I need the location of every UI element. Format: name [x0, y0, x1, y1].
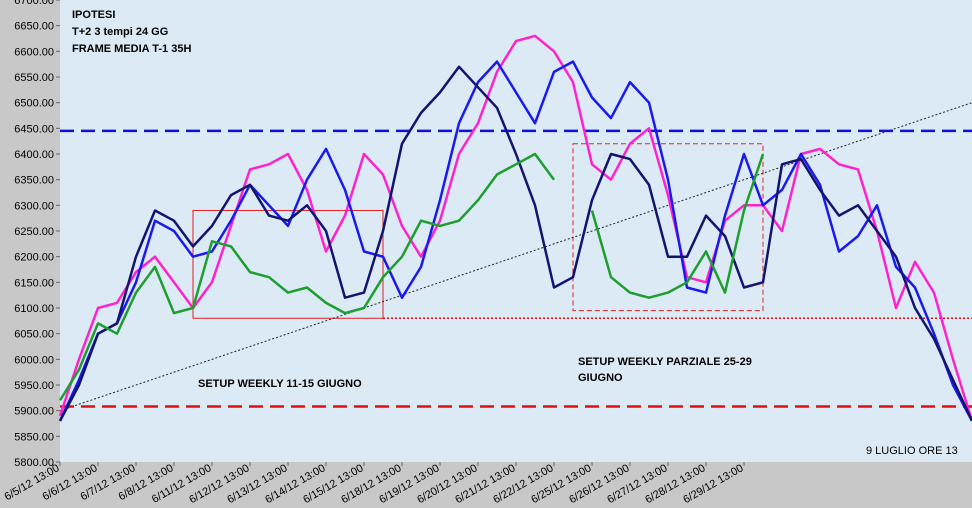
y-tick-label: 6650.00 — [14, 21, 54, 33]
annotation: IPOTESI — [72, 9, 115, 21]
y-tick-label: 5850.00 — [14, 431, 54, 443]
y-tick-label: 6450.00 — [14, 123, 54, 135]
y-tick-label: 6300.00 — [14, 200, 54, 212]
y-tick-label: 6200.00 — [14, 252, 54, 264]
annotation: T+2 3 tempi 24 GG — [72, 26, 168, 38]
y-tick-label: 6350.00 — [14, 175, 54, 187]
trend-line — [59, 102, 972, 412]
y-tick-label: 6050.00 — [14, 329, 54, 341]
series-line — [58, 60, 972, 422]
annotation: SETUP WEEKLY PARZIALE 25-29 — [578, 356, 752, 368]
annotation: FRAME MEDIA T-1 35H — [72, 43, 191, 55]
series-line — [58, 65, 972, 422]
y-tick-label: 5800.00 — [14, 457, 54, 469]
y-tick-label: 6400.00 — [14, 149, 54, 161]
y-tick-label: 6100.00 — [14, 303, 54, 315]
y-tick-label: 6550.00 — [14, 72, 54, 84]
y-tick-label: 6250.00 — [14, 226, 54, 238]
y-tick-label: 6000.00 — [14, 354, 54, 366]
y-tick-label: 6600.00 — [14, 46, 54, 58]
annotation: SETUP WEEKLY 11-15 GIUGNO — [198, 378, 362, 390]
y-tick-label: 5900.00 — [14, 406, 54, 418]
setup-box — [192, 209, 384, 319]
series-line — [58, 34, 972, 422]
setup-box — [572, 143, 764, 312]
y-tick-label: 5950.00 — [14, 380, 54, 392]
annotation: GIUGNO — [578, 372, 623, 384]
annotation: 9 LUGLIO ORE 13 — [866, 445, 958, 457]
plot-area — [60, 0, 972, 462]
y-tick-label: 6150.00 — [14, 277, 54, 289]
series-line — [58, 152, 765, 402]
y-tick-label: 6500.00 — [14, 98, 54, 110]
y-tick-label: 6700.00 — [14, 0, 54, 7]
